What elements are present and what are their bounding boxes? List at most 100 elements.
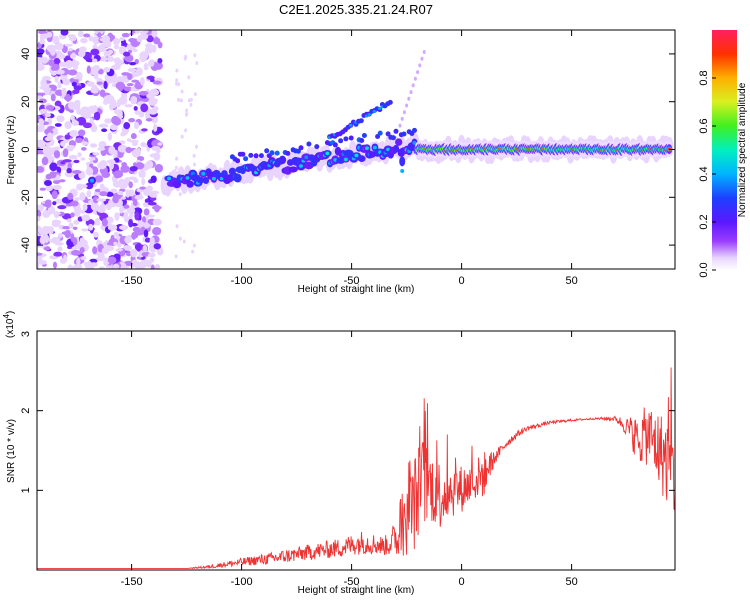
noise-cell: [103, 51, 112, 57]
noise-cell: [92, 152, 100, 156]
noise-cell: [136, 37, 143, 42]
noise-cell: [56, 115, 65, 123]
noise-cell: [94, 218, 100, 225]
noise-cell: [193, 92, 197, 97]
noise-cell: [184, 128, 188, 133]
streak-cell: [400, 116, 404, 121]
band-cell: [361, 133, 367, 138]
noise-cell: [58, 179, 66, 183]
noise-cell: [133, 121, 140, 130]
x-tick-label: 50: [565, 576, 577, 588]
noise-cell: [133, 106, 138, 111]
noise-cell: [134, 194, 144, 200]
noise-cell: [174, 165, 178, 170]
colorbar-tick-label: 0.2: [698, 214, 710, 229]
x-tick-label: 0: [459, 275, 465, 287]
noise-cell: [92, 104, 98, 114]
spectrogram-panel: -150 -100 -50 0 50 -40 -20 0 20 40 Height of str…: [6, 29, 676, 295]
noise-cell: [86, 260, 92, 269]
noise-cell: [138, 169, 146, 178]
snr-panel: -150 -100 -50 0 50 1 2 3 Height of straight li…: [2, 311, 676, 596]
streak-cell: [416, 70, 420, 75]
band-cell: [233, 173, 242, 183]
noise-cell: [65, 59, 74, 69]
noise-cell: [187, 75, 191, 80]
y-tick-label: 20: [20, 96, 32, 108]
noise-cell: [76, 183, 83, 191]
noise-cell: [112, 38, 120, 46]
streak-cell: [409, 90, 413, 95]
noise-cell: [67, 69, 78, 76]
noise-cell: [37, 262, 40, 269]
noise-cell: [130, 133, 137, 140]
noise-cell: [106, 79, 115, 84]
noise-cell: [45, 173, 53, 180]
noise-cell: [109, 102, 114, 111]
band-cell: [385, 131, 391, 137]
noise-cell: [157, 57, 163, 64]
noise-cell: [145, 118, 153, 122]
band-cell: [372, 145, 377, 150]
noise-cell: [136, 147, 141, 155]
noise-cell: [113, 241, 118, 246]
x-tick-label: -100: [231, 576, 253, 588]
noise-cell: [154, 263, 161, 269]
noise-cell: [141, 178, 146, 186]
noise-cell: [57, 81, 62, 89]
noise-cell: [85, 58, 95, 63]
noise-cell: [92, 64, 101, 72]
band-cell: [295, 148, 301, 154]
colorbar-tick-label: 0.4: [698, 166, 710, 181]
noise-cell: [44, 199, 52, 208]
band-cell: [343, 157, 348, 162]
noise-cell: [151, 205, 162, 210]
noise-cell: [60, 161, 66, 165]
noise-cell: [59, 258, 67, 264]
noise-cell: [129, 165, 138, 172]
noise-cell: [131, 142, 138, 147]
band-cell: [343, 136, 349, 142]
noise-cell: [133, 178, 139, 184]
noise-cell: [119, 37, 125, 41]
noise-cell: [148, 97, 158, 106]
noise-cell: [123, 51, 131, 57]
snr-multiplier: (x104): [2, 311, 16, 338]
noise-cell: [39, 33, 49, 39]
x-tick-label: 50: [565, 275, 577, 287]
band-cell: [274, 150, 280, 156]
band-cell: [390, 135, 396, 141]
noise-cell: [180, 134, 184, 139]
noise-cell: [103, 99, 109, 105]
noise-cell: [127, 73, 133, 80]
noise-cell: [106, 241, 115, 246]
noise-cell: [191, 249, 195, 254]
noise-cell: [185, 108, 189, 113]
noise-cell: [113, 170, 122, 179]
noise-cell: [73, 159, 80, 164]
y-tick-label: 0: [20, 146, 32, 152]
noise-cell: [73, 219, 80, 225]
noise-cell: [88, 157, 96, 161]
noise-cell: [107, 56, 115, 62]
noise-cell: [80, 106, 90, 113]
band-cell: [401, 131, 407, 137]
noise-cell: [37, 94, 43, 100]
noise-cell: [51, 190, 58, 200]
noise-cell: [142, 201, 150, 208]
noise-cell: [121, 262, 127, 269]
noise-cell: [53, 251, 63, 257]
noise-cell: [37, 56, 43, 63]
noise-cell: [52, 179, 61, 184]
noise-cell: [155, 61, 163, 70]
noise-cell: [150, 175, 157, 183]
noise-cell: [97, 147, 105, 151]
band-cell: [375, 134, 381, 139]
snr-series-line: [37, 367, 675, 570]
noise-cell: [61, 87, 67, 97]
noise-cell: [50, 93, 56, 102]
noise-cell: [98, 123, 109, 128]
band-cell: [167, 176, 171, 181]
streak-cell: [418, 63, 422, 68]
streak-cell: [411, 83, 415, 88]
noise-cell: [85, 219, 95, 227]
